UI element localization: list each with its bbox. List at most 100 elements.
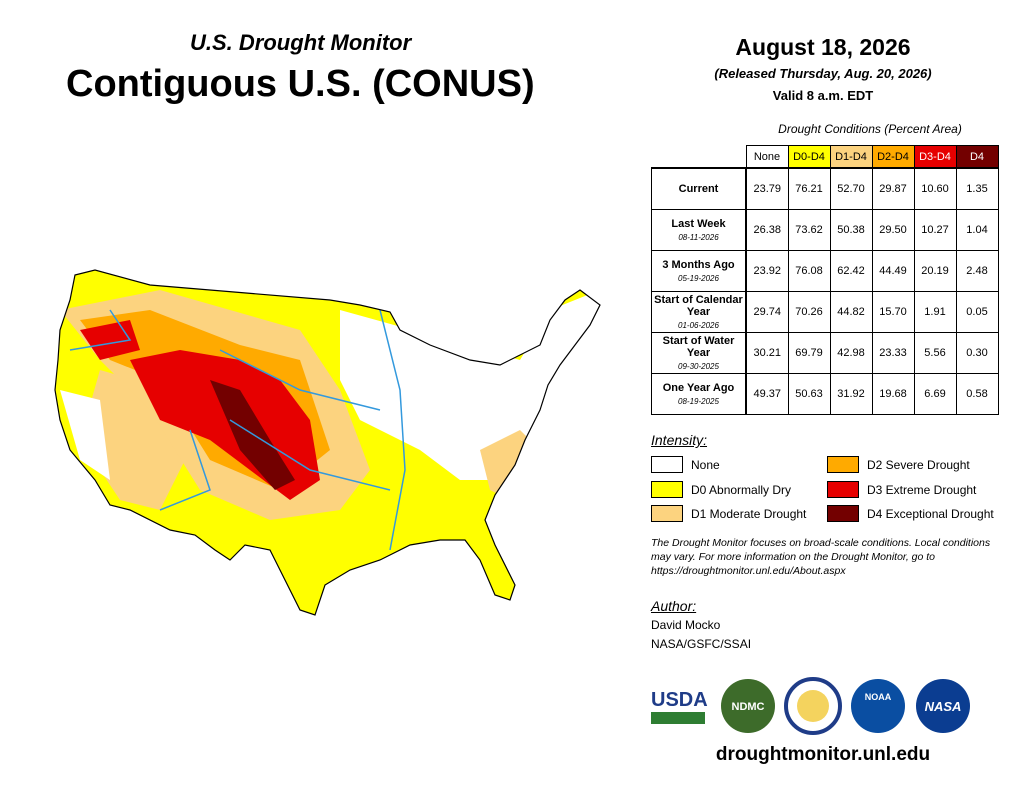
- subtitle: U.S. Drought Monitor: [190, 30, 412, 55]
- cell: 1.04: [955, 209, 999, 251]
- column-header: D3-D4: [913, 145, 957, 169]
- nasa-seal: [916, 679, 970, 733]
- cell: 20.19: [913, 250, 957, 292]
- cell: 29.74: [745, 291, 789, 333]
- cell: 70.26: [787, 291, 831, 333]
- row-title: Start of Calendar Year: [654, 294, 743, 318]
- table-caption: Drought Conditions (Percent Area): [778, 122, 962, 136]
- cell: 23.79: [745, 167, 789, 210]
- cell: 6.69: [913, 373, 957, 415]
- legend-item: D0 Abnormally Dry: [651, 481, 791, 498]
- table-row: 3 Months Ago 05-19-2026 23.92 76.08 62.42 44.…: [651, 250, 999, 292]
- cell: 5.56: [913, 332, 957, 374]
- valid-time: Valid 8 a.m. EDT: [772, 88, 874, 103]
- row-label: Last Week 08-11-2026: [651, 209, 747, 251]
- legend-label: D1 Moderate Drought: [691, 506, 807, 521]
- row-date: 08-19-2025: [678, 397, 719, 406]
- table-row: Last Week 08-11-2026 26.38 73.62 50.38 29.50 1…: [651, 209, 999, 251]
- website: droughtmonitor.unl.edu: [715, 744, 931, 765]
- row-label: One Year Ago 08-19-2025: [651, 373, 747, 415]
- legend-item: D3 Extreme Drought: [827, 481, 976, 498]
- noaa-seal: [851, 679, 905, 733]
- table-row: Start of Calendar Year 01-06-2026 29.74 70.…: [651, 291, 999, 333]
- row-date: 05-19-2026: [678, 274, 719, 283]
- cell: 10.27: [913, 209, 957, 251]
- row-label: Start of Water Year 09-30-2025: [651, 332, 747, 374]
- legend-label: D0 Abnormally Dry: [691, 482, 792, 497]
- legend-item: D2 Severe Drought: [827, 456, 970, 473]
- table-row: Current 23.79 76.21 52.70 29.87 10.60 1.35: [651, 167, 999, 210]
- author-title: Author:: [651, 598, 697, 614]
- cell: 10.60: [913, 167, 957, 210]
- column-header: None: [745, 145, 789, 169]
- cell: 62.42: [829, 250, 873, 292]
- cell: 0.30: [955, 332, 999, 374]
- legend-swatch: [651, 456, 683, 473]
- logo-noaa: NOAA: [865, 692, 892, 702]
- cell: 76.08: [787, 250, 831, 292]
- cell: 30.21: [745, 332, 789, 374]
- cell: 69.79: [787, 332, 831, 374]
- cell: 31.92: [829, 373, 873, 415]
- legend-swatch: [827, 505, 859, 522]
- table-row: Start of Water Year 09-30-2025 30.21 69.79 4…: [651, 332, 999, 374]
- legend-swatch: [651, 481, 683, 498]
- legend-item: None: [651, 456, 720, 473]
- cell: 23.33: [871, 332, 915, 374]
- title: Contiguous U.S. (CONUS): [66, 63, 535, 105]
- cell: 29.50: [871, 209, 915, 251]
- cell: 23.92: [745, 250, 789, 292]
- row-label: Start of Calendar Year 01-06-2026: [651, 291, 747, 333]
- author-org: NASA/GSFC/SSAI: [651, 637, 752, 651]
- cell: 42.98: [829, 332, 873, 374]
- cell: 73.62: [787, 209, 831, 251]
- map-shading: [55, 270, 600, 615]
- legend-label: D3 Extreme Drought: [867, 482, 977, 497]
- cell: 1.35: [955, 167, 999, 210]
- map-outline: [54, 269, 601, 616]
- legend-swatch: [651, 505, 683, 522]
- legend-label: None: [691, 457, 720, 472]
- row-title: Last Week: [671, 218, 726, 230]
- ndmc-seal: [721, 679, 775, 733]
- cell: 44.49: [871, 250, 915, 292]
- legend-item: D4 Exceptional Drought: [827, 505, 994, 522]
- cell: 50.38: [829, 209, 873, 251]
- author-name: David Mocko: [651, 618, 721, 632]
- release-date: (Released Thursday, Aug. 20, 2026): [714, 66, 932, 81]
- cell: 19.68: [871, 373, 915, 415]
- cell: 50.63: [787, 373, 831, 415]
- legend-label: D2 Severe Drought: [867, 457, 970, 472]
- row-title: Current: [678, 183, 719, 195]
- cell: 15.70: [871, 291, 915, 333]
- column-header: D2-D4: [871, 145, 915, 169]
- cell: 76.21: [787, 167, 831, 210]
- logo-nasa: NASA: [925, 699, 962, 714]
- cell: 0.05: [955, 291, 999, 333]
- cell: 44.82: [829, 291, 873, 333]
- row-label: 3 Months Ago 05-19-2026: [651, 250, 747, 292]
- table-row: One Year Ago 08-19-2025 49.37 50.63 31.92 19.…: [651, 373, 999, 415]
- column-header: D4: [955, 145, 999, 169]
- row-label: Current: [651, 167, 747, 210]
- logo-ndmc: NDMC: [732, 701, 765, 713]
- legend-swatch: [827, 481, 859, 498]
- legend-item: D1 Moderate Drought: [651, 505, 806, 522]
- cell: 49.37: [745, 373, 789, 415]
- column-header: D1-D4: [829, 145, 873, 169]
- corner: [651, 145, 747, 168]
- cell: 0.58: [955, 373, 999, 415]
- commerce-seal-inner: [797, 690, 829, 722]
- cell: 2.48: [955, 250, 999, 292]
- logos: USDA NDMC NOAA NASA: [651, 677, 970, 735]
- rivers: [69, 309, 406, 551]
- row-title: Start of Water Year: [662, 335, 735, 359]
- cell: 26.38: [745, 209, 789, 251]
- row-date: 09-30-2025: [678, 362, 719, 371]
- row-title: 3 Months Ago: [662, 259, 735, 271]
- cell: 52.70: [829, 167, 873, 210]
- legend-label: D4 Exceptional Drought: [867, 506, 994, 521]
- header-row: None D0-D4 D1-D4 D2-D4 D3-D4 D4: [651, 145, 999, 169]
- logo-usda: USDA: [651, 689, 708, 711]
